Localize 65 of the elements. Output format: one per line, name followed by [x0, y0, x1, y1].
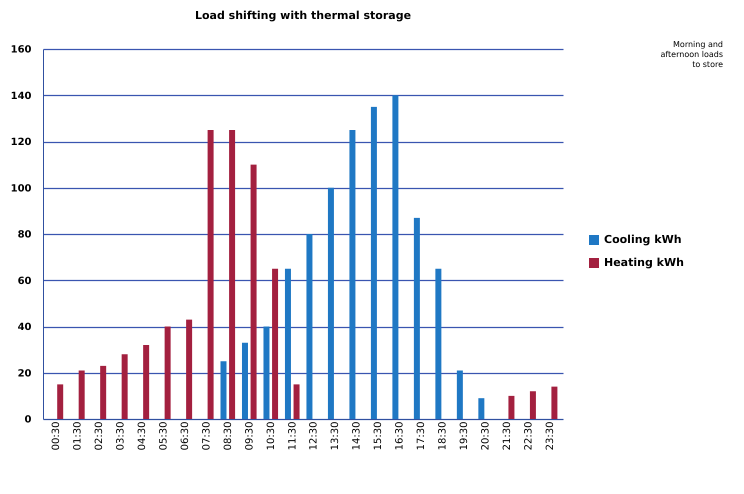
bar [229, 130, 236, 419]
bar [143, 345, 150, 419]
x-tick-label: 08:30 [222, 422, 234, 450]
text: Morning and afternoon loads to store [660, 40, 724, 69]
x-tick-label: 12:30 [308, 422, 320, 450]
x-tick-label: 14:30 [352, 422, 363, 450]
bar [551, 386, 558, 419]
x-tick-label: 22:30 [524, 422, 535, 450]
x-tick-label: 11:30 [287, 422, 298, 450]
bar [456, 370, 463, 419]
bar [294, 384, 300, 419]
bar [242, 342, 248, 419]
x-tick-label: 00:30 [50, 422, 62, 450]
bar [220, 361, 226, 419]
bar [57, 384, 64, 419]
x-tick-label: 06:30 [180, 422, 191, 450]
bar [122, 354, 128, 419]
bar [100, 366, 106, 419]
x-tick-label: 03:30 [115, 422, 126, 450]
x-tick-label: 13:30 [330, 422, 342, 450]
bar [349, 130, 356, 419]
x-tick-label: 05:30 [158, 422, 170, 450]
x-tick-label: 18:30 [438, 422, 449, 450]
x-tick-label: 01:30 [72, 422, 84, 450]
bar [272, 268, 278, 419]
bar [508, 396, 514, 419]
bar [414, 218, 420, 419]
x-tick-label: 19:30 [459, 422, 470, 450]
y-tick-label: 140 [10, 90, 32, 102]
y-tick-label: 100 [10, 183, 32, 194]
bar [208, 130, 214, 419]
bar [435, 268, 442, 419]
x-tick-label: 17:30 [416, 422, 428, 450]
bar [250, 164, 257, 419]
y-tick-label: 20 [18, 368, 32, 380]
x-tick-label: 02:30 [94, 422, 105, 450]
x-tick-label: 20:30 [480, 422, 492, 450]
bar [306, 234, 312, 419]
bar [186, 320, 192, 419]
y-tick-label: 120 [10, 137, 32, 148]
y-tick-label: 160 [10, 44, 32, 56]
x-tick-label: 09:30 [244, 422, 256, 450]
legend-label: Heating kWh [604, 256, 684, 269]
x-tick-label: 16:30 [394, 422, 406, 450]
y-tick-label: 80 [18, 230, 32, 240]
y-tick-label: 60 [18, 276, 32, 287]
x-tick-label: 04:30 [136, 422, 148, 450]
bar [370, 106, 377, 419]
bar [530, 391, 536, 419]
bar [78, 370, 85, 419]
legend-label: Cooling kWh [604, 233, 682, 246]
x-tick-label: 07:30 [201, 422, 212, 450]
y-tick-label: 40 [18, 322, 32, 333]
chart-title: Load shifting with thermal storage [194, 9, 412, 22]
x-tick-label: 15:30 [373, 422, 384, 450]
bar [392, 95, 398, 419]
bar [284, 268, 291, 419]
y-tick-label: 0 [24, 414, 32, 426]
x-tick-label: 21:30 [502, 422, 514, 450]
bar [263, 326, 270, 419]
bar [328, 188, 334, 419]
bar [478, 398, 484, 419]
bar [164, 326, 171, 419]
x-tick-label: 23:30 [545, 422, 556, 450]
x-tick-label: 10:30 [266, 422, 277, 450]
